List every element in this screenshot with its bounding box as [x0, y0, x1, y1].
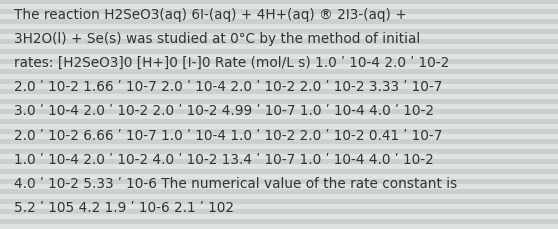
Bar: [0, 149, 558, 154]
Bar: [0, 45, 558, 50]
Text: 2.0 ʹ 10-2 1.66 ʹ 10-7 2.0 ʹ 10-4 2.0 ʹ 10-2 2.0 ʹ 10-2 3.33 ʹ 10-7: 2.0 ʹ 10-2 1.66 ʹ 10-7 2.0 ʹ 10-4 2.0 ʹ …: [14, 80, 442, 94]
Bar: [0, 95, 558, 100]
Text: The reaction H2SeO3(aq) 6I-(aq) + 4H+(aq) ® 2I3-(aq) +: The reaction H2SeO3(aq) 6I-(aq) + 4H+(aq…: [14, 8, 407, 22]
Bar: [0, 114, 558, 120]
Bar: [0, 189, 558, 194]
Bar: [0, 144, 558, 149]
Bar: [0, 60, 558, 65]
Bar: [0, 65, 558, 70]
Bar: [0, 20, 558, 25]
Text: 2.0 ʹ 10-2 6.66 ʹ 10-7 1.0 ʹ 10-4 1.0 ʹ 10-2 2.0 ʹ 10-2 0.41 ʹ 10-7: 2.0 ʹ 10-2 6.66 ʹ 10-7 1.0 ʹ 10-4 1.0 ʹ …: [14, 128, 442, 142]
Text: 1.0 ʹ 10-4 2.0 ʹ 10-2 4.0 ʹ 10-2 13.4 ʹ 10-7 1.0 ʹ 10-4 4.0 ʹ 10-2: 1.0 ʹ 10-4 2.0 ʹ 10-2 4.0 ʹ 10-2 13.4 ʹ …: [14, 152, 434, 166]
Bar: [0, 214, 558, 219]
Bar: [0, 50, 558, 55]
Bar: [0, 40, 558, 45]
Bar: [0, 199, 558, 204]
Bar: [0, 75, 558, 80]
Bar: [0, 164, 558, 169]
Bar: [0, 100, 558, 104]
Bar: [0, 55, 558, 60]
Bar: [0, 134, 558, 139]
Bar: [0, 169, 558, 174]
Bar: [0, 25, 558, 30]
Bar: [0, 159, 558, 164]
Bar: [0, 209, 558, 214]
Bar: [0, 120, 558, 124]
Bar: [0, 109, 558, 114]
Bar: [0, 70, 558, 75]
Bar: [0, 204, 558, 209]
Bar: [0, 10, 558, 15]
Bar: [0, 129, 558, 134]
Text: 3H2O(l) + Se(s) was studied at 0°C by the method of initial: 3H2O(l) + Se(s) was studied at 0°C by th…: [14, 32, 420, 46]
Bar: [0, 224, 558, 229]
Bar: [0, 154, 558, 159]
Bar: [0, 5, 558, 10]
Bar: [0, 179, 558, 184]
Text: 3.0 ʹ 10-4 2.0 ʹ 10-2 2.0 ʹ 10-2 4.99 ʹ 10-7 1.0 ʹ 10-4 4.0 ʹ 10-2: 3.0 ʹ 10-4 2.0 ʹ 10-2 2.0 ʹ 10-2 4.99 ʹ …: [14, 104, 434, 118]
Bar: [0, 139, 558, 144]
Bar: [0, 80, 558, 85]
Bar: [0, 35, 558, 40]
Bar: [0, 0, 558, 5]
Bar: [0, 124, 558, 129]
Bar: [0, 174, 558, 179]
Bar: [0, 184, 558, 189]
Bar: [0, 85, 558, 90]
Text: 4.0 ʹ 10-2 5.33 ʹ 10-6 The numerical value of the rate constant is: 4.0 ʹ 10-2 5.33 ʹ 10-6 The numerical val…: [14, 176, 457, 190]
Text: 5.2 ʹ 105 4.2 1.9 ʹ 10-6 2.1 ʹ 102: 5.2 ʹ 105 4.2 1.9 ʹ 10-6 2.1 ʹ 102: [14, 200, 234, 214]
Bar: [0, 30, 558, 35]
Bar: [0, 104, 558, 109]
Bar: [0, 15, 558, 20]
Bar: [0, 90, 558, 95]
Bar: [0, 194, 558, 199]
Text: rates: [H2SeO3]0 [H+]0 [I-]0 Rate (mol/L s) 1.0 ʹ 10-4 2.0 ʹ 10-2: rates: [H2SeO3]0 [H+]0 [I-]0 Rate (mol/L…: [14, 56, 449, 70]
Bar: [0, 219, 558, 224]
